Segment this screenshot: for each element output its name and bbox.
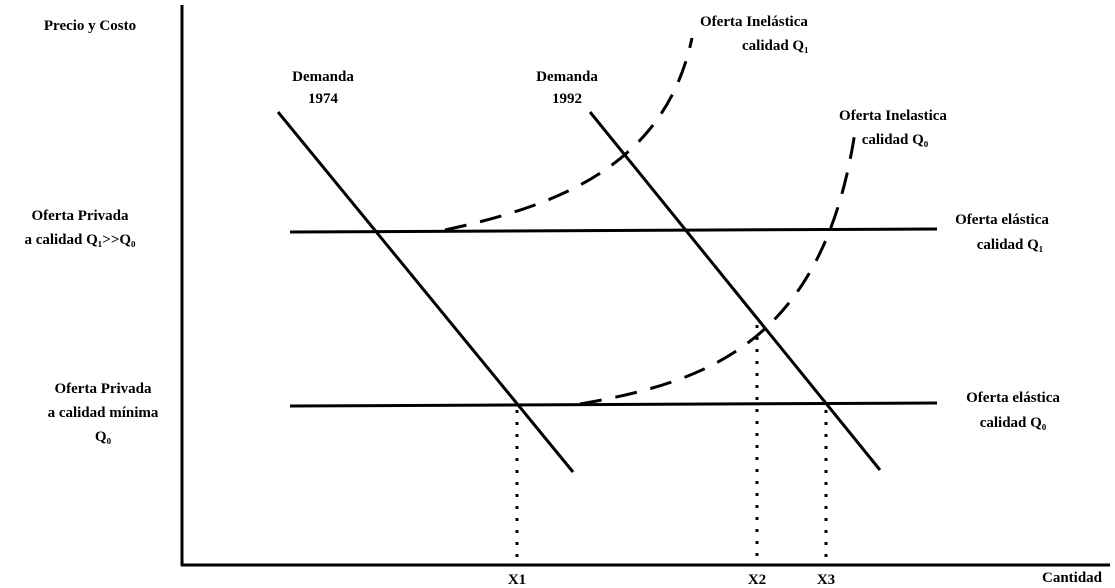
x-mark-label: X1	[508, 572, 526, 588]
curve-label: Demanda	[536, 69, 598, 85]
curve-label: calidad Q₁	[977, 237, 1044, 253]
curve-label: calidad Q₁	[742, 38, 809, 54]
y-axis-label: Precio y Costo	[44, 18, 136, 34]
curve-label: Oferta Privada	[54, 381, 152, 397]
elastic-supply-q0	[289, 401, 938, 408]
inelastic-supply-q1	[444, 37, 694, 232]
elastic-supply-q1	[289, 227, 938, 234]
curve-label: 1992	[552, 91, 582, 107]
x-mark-label: X3	[817, 572, 835, 588]
demand-1974	[276, 111, 575, 473]
curve-label: a calidad mínima	[48, 405, 159, 421]
curve-label: Oferta Inelástica	[700, 14, 808, 30]
curve-label: 1974	[308, 91, 339, 107]
curve-label: Oferta Inelastica	[839, 108, 947, 124]
curve-label: calidad Q₀	[862, 132, 929, 148]
x-axis-label: Cantidad	[1042, 570, 1103, 586]
curve-label: Oferta Privada	[31, 208, 129, 224]
demand-1992	[588, 111, 882, 471]
curve-label: calidad Q₀	[980, 415, 1047, 431]
x-mark-label: X2	[748, 572, 766, 588]
curve-label: Oferta elástica	[966, 390, 1060, 406]
curve-label: Oferta elástica	[955, 212, 1049, 228]
curve-label: Demanda	[292, 69, 354, 85]
inelastic-supply-q0	[579, 124, 858, 406]
curve-label: a calidad Q₁>>Q₀	[24, 232, 136, 248]
curve-label: Q₀	[95, 429, 112, 445]
